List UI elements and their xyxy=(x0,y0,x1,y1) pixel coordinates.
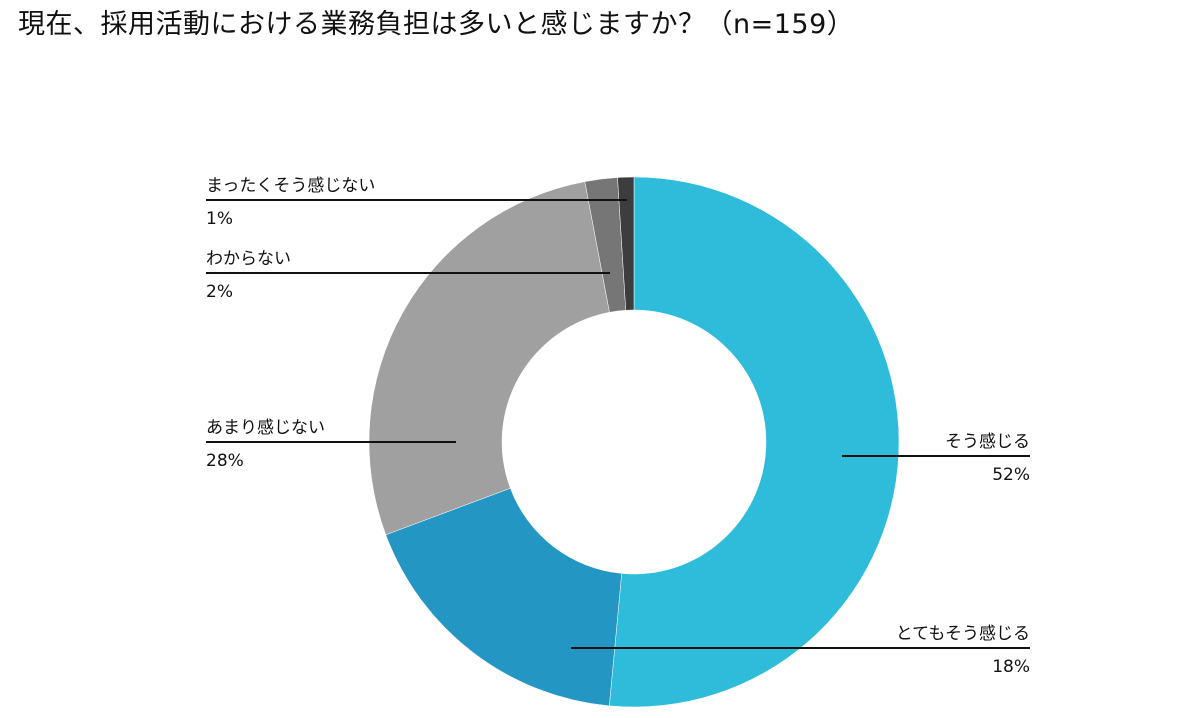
chart-title: 現在、採用活動における業務負担は多いと感じますか？（n=159） xyxy=(18,9,855,40)
donut-slice-3 xyxy=(368,181,610,536)
donut-slice-5 xyxy=(617,176,635,311)
slice-percent-5: 1% xyxy=(206,209,233,229)
slice-label-1: そう感じる xyxy=(945,432,1030,452)
slice-label-2: とてもそう感じる xyxy=(896,624,1030,644)
slice-percent-1: 52% xyxy=(992,465,1030,485)
donut-slice-1 xyxy=(609,176,900,708)
slice-percent-2: 18% xyxy=(992,657,1030,677)
donut-slice-2 xyxy=(385,487,622,707)
slice-label-5: まったくそう感じない xyxy=(206,176,375,196)
slice-label-4: わからない xyxy=(206,249,291,269)
slice-percent-4: 2% xyxy=(206,282,233,302)
slice-percent-3: 28% xyxy=(206,451,244,471)
slice-label-3: あまり感じない xyxy=(206,418,325,438)
